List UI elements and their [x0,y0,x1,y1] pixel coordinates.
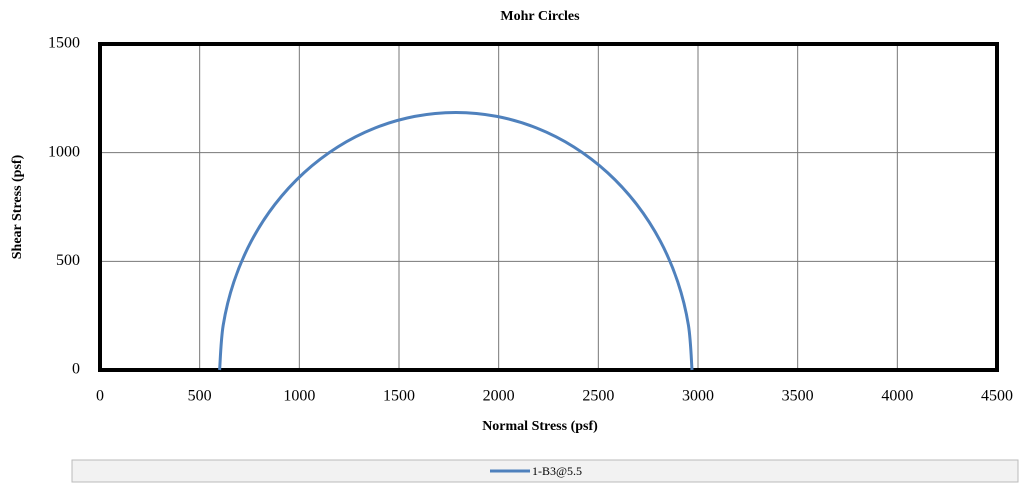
x-tick-label: 3000 [682,388,714,405]
y-tick-label: 1500 [48,35,80,52]
y-tick-label: 500 [56,252,80,269]
plot-frame [98,42,999,372]
y-tick-label: 0 [72,361,80,378]
y-tick-label: 1000 [48,143,80,160]
y-axis-label: Shear Stress (psf) [10,154,25,259]
legend-box [71,459,1019,483]
x-axis-label: Normal Stress (psf) [482,419,598,434]
x-tick-label: 1000 [283,388,315,405]
x-tick-label: 2000 [483,388,515,405]
x-tick-label: 1500 [383,388,415,405]
x-tick-label: 4500 [981,388,1013,405]
series-line [218,110,694,371]
x-tick-label: 500 [188,388,212,405]
x-tick-label: 2500 [582,388,614,405]
x-tick-label: 3500 [782,388,814,405]
legend-label: 1-B3@5.5 [532,464,582,478]
x-tick-label: 4000 [881,388,913,405]
x-tick-label: 0 [96,388,104,405]
chart-title: Mohr Circles [500,9,580,24]
